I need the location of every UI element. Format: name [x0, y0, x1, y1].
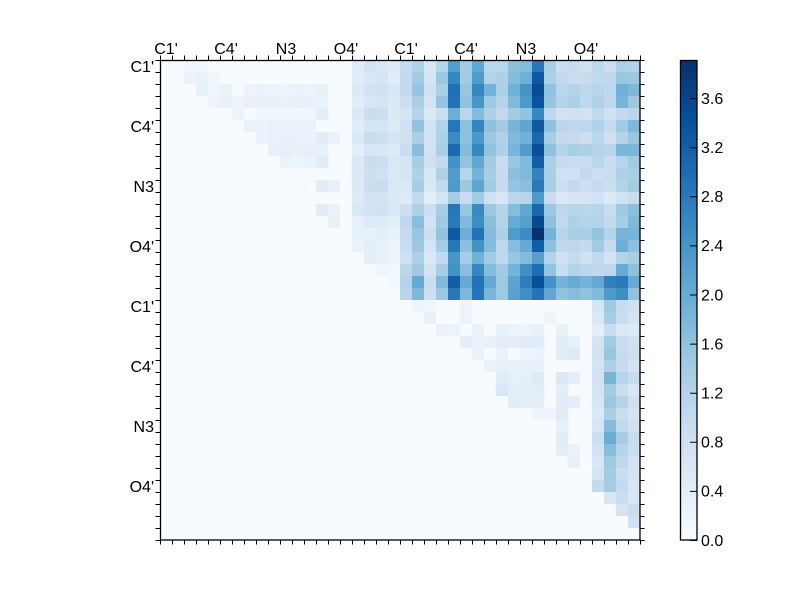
svg-text:O4': O4'	[130, 239, 154, 256]
svg-text:C4': C4'	[130, 359, 154, 376]
svg-text:3.2: 3.2	[701, 140, 723, 157]
svg-text:N3: N3	[516, 41, 537, 58]
svg-text:3.6: 3.6	[701, 91, 723, 108]
svg-text:1.6: 1.6	[701, 336, 723, 353]
svg-text:O4': O4'	[130, 479, 154, 496]
svg-text:C1': C1'	[130, 299, 154, 316]
svg-text:2.8: 2.8	[701, 189, 723, 206]
svg-text:C4': C4'	[214, 41, 238, 58]
svg-text:O4': O4'	[574, 41, 598, 58]
svg-text:C1': C1'	[130, 59, 154, 76]
svg-text:N3: N3	[134, 419, 155, 436]
svg-text:N3: N3	[134, 179, 155, 196]
svg-text:O4': O4'	[334, 41, 358, 58]
svg-text:C1': C1'	[394, 41, 418, 58]
svg-text:0.0: 0.0	[701, 533, 723, 550]
svg-text:0.8: 0.8	[701, 435, 723, 452]
svg-text:2.0: 2.0	[701, 287, 723, 304]
svg-text:2.4: 2.4	[701, 238, 723, 255]
svg-text:C4': C4'	[454, 41, 478, 58]
svg-text:C1': C1'	[154, 41, 178, 58]
svg-text:N3: N3	[276, 41, 297, 58]
svg-text:0.4: 0.4	[701, 484, 723, 501]
svg-text:1.2: 1.2	[701, 386, 723, 403]
svg-text:C4': C4'	[130, 119, 154, 136]
